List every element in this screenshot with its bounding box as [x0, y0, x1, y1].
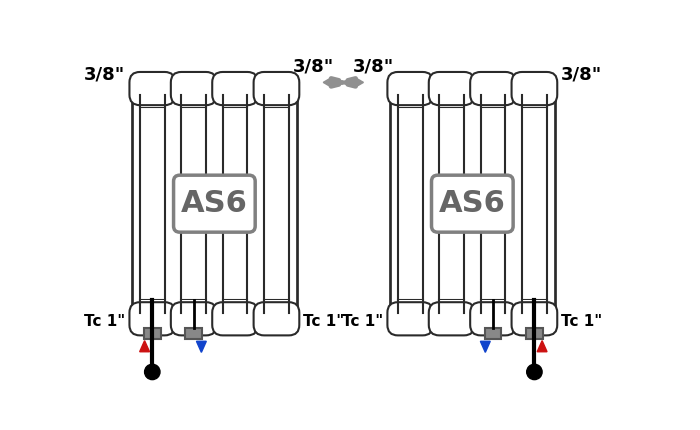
FancyBboxPatch shape	[212, 302, 258, 335]
Polygon shape	[480, 341, 490, 352]
Bar	[264, 95, 289, 107]
FancyBboxPatch shape	[212, 72, 258, 105]
Bar	[264, 107, 289, 300]
FancyBboxPatch shape	[130, 72, 175, 105]
Bar	[484, 328, 501, 339]
FancyBboxPatch shape	[470, 302, 516, 335]
Text: Tc 1": Tc 1"	[303, 313, 344, 329]
Bar	[526, 328, 543, 339]
Bar	[181, 300, 206, 313]
Polygon shape	[356, 78, 363, 87]
Bar	[398, 300, 423, 313]
Bar	[264, 300, 289, 313]
Polygon shape	[197, 341, 206, 352]
Bar	[481, 300, 505, 313]
Bar	[481, 107, 505, 300]
FancyBboxPatch shape	[429, 302, 475, 335]
FancyBboxPatch shape	[171, 302, 216, 335]
FancyBboxPatch shape	[431, 175, 513, 232]
FancyBboxPatch shape	[174, 175, 256, 232]
Bar	[181, 107, 206, 300]
FancyBboxPatch shape	[253, 302, 300, 335]
Circle shape	[145, 364, 160, 380]
Bar	[186, 328, 202, 339]
FancyBboxPatch shape	[130, 302, 175, 335]
Bar	[522, 95, 547, 107]
Bar	[522, 107, 547, 300]
Polygon shape	[140, 341, 150, 352]
FancyBboxPatch shape	[470, 72, 516, 105]
Text: Tc 1": Tc 1"	[84, 313, 125, 329]
Text: 3/8": 3/8"	[561, 66, 603, 84]
Text: Tc 1": Tc 1"	[342, 313, 384, 329]
FancyBboxPatch shape	[171, 72, 216, 105]
Bar	[223, 95, 248, 107]
Bar	[439, 107, 464, 300]
Bar	[398, 95, 423, 107]
Bar	[223, 107, 248, 300]
Text: 3/8": 3/8"	[293, 58, 334, 76]
Bar	[439, 300, 464, 313]
Bar	[140, 95, 164, 107]
FancyBboxPatch shape	[387, 72, 433, 105]
Bar	[223, 300, 248, 313]
Polygon shape	[323, 78, 331, 87]
FancyBboxPatch shape	[512, 302, 557, 335]
Bar	[181, 95, 206, 107]
Circle shape	[526, 364, 542, 380]
FancyBboxPatch shape	[387, 302, 433, 335]
FancyBboxPatch shape	[512, 72, 557, 105]
FancyBboxPatch shape	[429, 72, 475, 105]
Text: 3/8": 3/8"	[353, 58, 394, 76]
Text: AS6: AS6	[181, 189, 248, 218]
Text: Tc 1": Tc 1"	[561, 313, 603, 329]
Polygon shape	[537, 341, 547, 352]
Bar	[140, 300, 164, 313]
Bar	[144, 328, 161, 339]
Bar	[439, 95, 464, 107]
Bar	[398, 107, 423, 300]
Bar	[522, 300, 547, 313]
Text: AS6: AS6	[439, 189, 506, 218]
FancyBboxPatch shape	[253, 72, 300, 105]
Text: 3/8": 3/8"	[84, 66, 125, 84]
Bar	[140, 107, 164, 300]
Bar	[481, 95, 505, 107]
